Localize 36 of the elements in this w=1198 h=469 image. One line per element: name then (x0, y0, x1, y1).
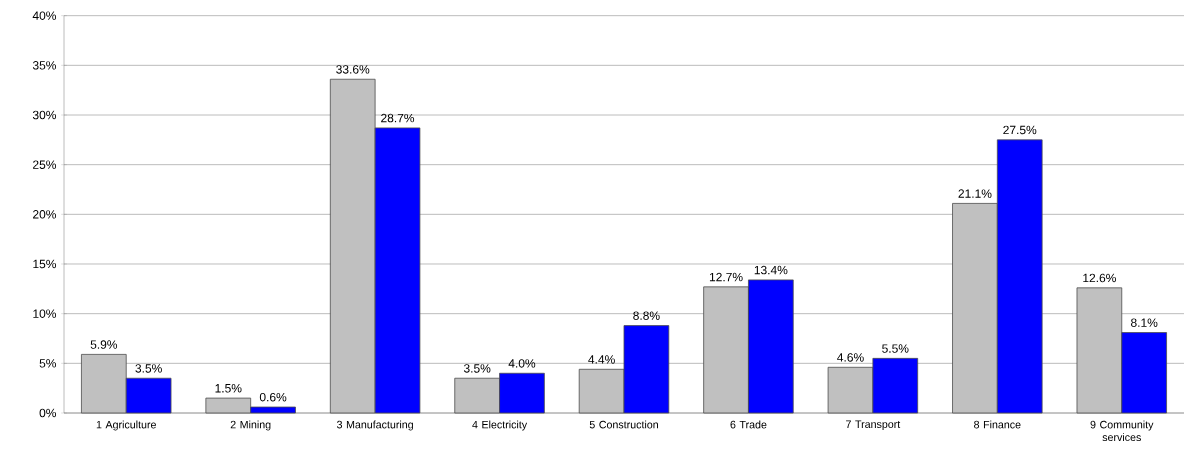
y-tick-label: 5% (39, 359, 57, 368)
data-label: 4.4% (588, 355, 615, 364)
y-tick-label: 20% (33, 210, 57, 219)
data-label: 33.6% (336, 65, 370, 74)
data-label: 4.6% (837, 353, 864, 362)
y-tick-label: 40% (32, 11, 57, 20)
x-tick-label: 8 Finance (974, 420, 1021, 429)
x-tick-label: 4 Electricity (472, 420, 528, 431)
y-tick-label: 10% (33, 309, 57, 318)
data-label: 5.5% (882, 344, 909, 353)
x-tick-label: 9 Community services (1090, 420, 1154, 442)
data-label: 28.7% (381, 113, 415, 123)
y-tick-label: 30% (32, 110, 57, 120)
data-label: 13.4% (754, 265, 788, 275)
data-label: 12.6% (1083, 273, 1116, 283)
data-label: 3.5% (463, 364, 491, 373)
x-tick-label: 3 Manufacturing (336, 420, 413, 431)
x-tick-label: 1 Agriculture (96, 420, 156, 431)
x-tick-label: 5 Construction (589, 420, 658, 429)
data-label: 27.5% (1003, 125, 1037, 135)
x-tick-label: 2 Mining (230, 420, 271, 431)
x-tick-label: 7 Transport (846, 420, 901, 431)
data-label: 5.9% (90, 340, 118, 349)
y-tick-label: 0% (39, 408, 57, 418)
data-label: 1.5% (215, 384, 242, 393)
x-tick-label: 6 Trade (730, 420, 767, 429)
data-label: 21.1% (958, 189, 992, 198)
data-label: 8.1% (1131, 318, 1158, 327)
data-label: 12.7% (709, 272, 743, 282)
y-tick-label: 15% (33, 259, 57, 269)
y-tick-label: 25% (33, 160, 57, 169)
data-label: 0.6% (259, 392, 287, 402)
y-tick-label: 35% (32, 61, 57, 70)
data-label: 8.8% (633, 311, 660, 320)
data-label: 3.5% (135, 364, 162, 373)
data-label: 4.0% (508, 359, 536, 368)
